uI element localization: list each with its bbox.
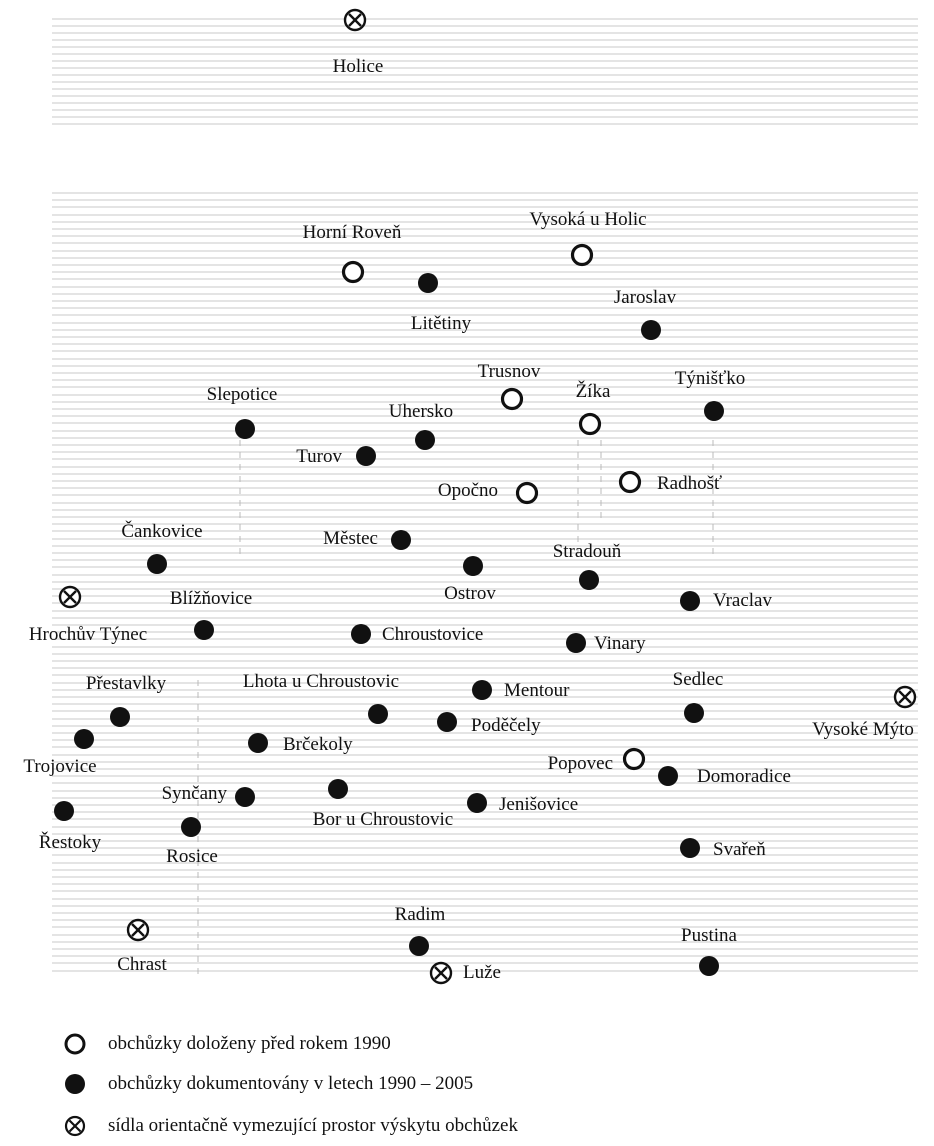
marker-mestec [391, 530, 411, 550]
label-stradoun: Stradouň [553, 541, 622, 562]
label-syncany: Synčany [162, 783, 228, 804]
marker-horni-roven [341, 260, 365, 284]
dashed-column-guides [197, 440, 714, 975]
label-radhost: Radhošť [657, 473, 722, 494]
legend-documented: obchůzky dokumentovány v letech 1990 – 2… [62, 1071, 473, 1097]
label-turov: Turov [296, 446, 342, 467]
marker-cankovice [147, 554, 167, 574]
marker-slepotice [235, 419, 255, 439]
marker-prestavlky [110, 707, 130, 727]
label-svaren: Svařeň [713, 839, 766, 860]
marker-vraclav [680, 591, 700, 611]
label-radim: Radim [395, 904, 446, 925]
marker-ostrov [463, 556, 483, 576]
label-jenisovice: Jenišovice [499, 794, 578, 815]
marker-podecely [437, 712, 457, 732]
label-luze: Luže [463, 962, 501, 983]
marker-vysoke-myto [893, 685, 917, 709]
marker-syncany [235, 787, 255, 807]
marker-vinary [566, 633, 586, 653]
label-horni-roven: Horní Roveň [303, 222, 402, 243]
marker-mentour [472, 680, 492, 700]
marker-opocno [515, 481, 539, 505]
marker-svaren [680, 838, 700, 858]
label-vraclav: Vraclav [713, 590, 772, 611]
marker-brcekoly [248, 733, 268, 753]
marker-chroustovice [351, 624, 371, 644]
label-holice: Holice [333, 56, 384, 77]
legend-documented-label: obchůzky dokumentovány v letech 1990 – 2… [108, 1073, 474, 1094]
label-brcekoly: Brčekoly [283, 734, 353, 755]
marker-lhota-u-chroustovic [368, 704, 388, 724]
label-zika: Žíka [576, 380, 611, 402]
label-bliznovice: Blížňovice [170, 588, 252, 609]
label-cankovice: Čankovice [121, 520, 202, 542]
marker-jaroslav [641, 320, 661, 340]
marker-uhersko [415, 430, 435, 450]
circled-cross-icon [64, 1115, 86, 1137]
marker-popovec [622, 747, 646, 771]
marker-luze [429, 961, 453, 985]
label-bor-u-chroustovic: Bor u Chroustovic [313, 809, 453, 830]
label-prestavlky: Přestavlky [86, 673, 167, 694]
label-rosice: Rosice [166, 846, 218, 867]
marker-stradoun [579, 570, 599, 590]
label-podecely: Poděčely [471, 715, 541, 736]
label-vysoke-myto: Vysoké Mýto [812, 719, 914, 740]
marker-zika [578, 412, 602, 436]
label-jaroslav: Jaroslav [614, 287, 677, 308]
open-circle-icon [64, 1033, 86, 1055]
marker-hrochuv-tynec [58, 585, 82, 609]
legend-boundary-label: sídla orientačně vymezující prostor výsk… [108, 1115, 518, 1136]
label-ostrov: Ostrov [444, 583, 496, 604]
label-vysoka-u-holic: Vysoká u Holic [529, 209, 646, 230]
marker-bor-u-chroustovic [328, 779, 348, 799]
settlement-labels: Holice Horní Roveň Vysoká u Holic Litětiny J… [23, 56, 914, 983]
marker-vysoka-u-holic [570, 243, 594, 267]
label-mestec: Městec [323, 528, 378, 549]
marker-bliznovice [194, 620, 214, 640]
legend-boundary: sídla orientačně vymezující prostor výsk… [62, 1113, 518, 1139]
label-mentour: Mentour [504, 680, 570, 701]
marker-tynistko [704, 401, 724, 421]
label-chroustovice: Chroustovice [382, 624, 483, 645]
label-chrast: Chrast [117, 954, 167, 975]
marker-turov [356, 446, 376, 466]
label-opocno: Opočno [438, 480, 498, 501]
marker-rosice [181, 817, 201, 837]
marker-trojovice [74, 729, 94, 749]
label-hrochuv-tynec: Hrochův Týnec [29, 624, 147, 645]
label-litetiny: Litětiny [411, 313, 472, 334]
marker-holice [343, 8, 367, 32]
marker-radim [409, 936, 429, 956]
label-popovec: Popovec [548, 753, 613, 774]
label-tynistko: Týnišťko [675, 368, 745, 389]
marker-litetiny [418, 273, 438, 293]
label-lhota-u-chroustovic: Lhota u Chroustovic [243, 671, 399, 692]
label-vinary: Vinary [594, 633, 646, 654]
label-slepotice: Slepotice [207, 384, 278, 405]
filled-circle-icon [65, 1074, 85, 1094]
marker-domoradice [658, 766, 678, 786]
marker-radhost [618, 470, 642, 494]
label-trojovice: Trojovice [23, 756, 96, 777]
marker-jenisovice [467, 793, 487, 813]
marker-chrast [126, 918, 150, 942]
label-trusnov: Trusnov [478, 361, 541, 382]
label-domoradice: Domoradice [697, 766, 791, 787]
marker-restoky [54, 801, 74, 821]
label-sedlec: Sedlec [673, 669, 724, 690]
legend-before-1990-label: obchůzky doloženy před rokem 1990 [108, 1033, 391, 1054]
label-uhersko: Uhersko [389, 401, 453, 422]
legend-before-1990: obchůzky doloženy před rokem 1990 [62, 1031, 391, 1057]
label-pustina: Pustina [681, 925, 738, 946]
marker-sedlec [684, 703, 704, 723]
settlement-markers [54, 8, 917, 985]
label-restoky: Řestoky [39, 831, 102, 853]
marker-trusnov [500, 387, 524, 411]
marker-pustina [699, 956, 719, 976]
